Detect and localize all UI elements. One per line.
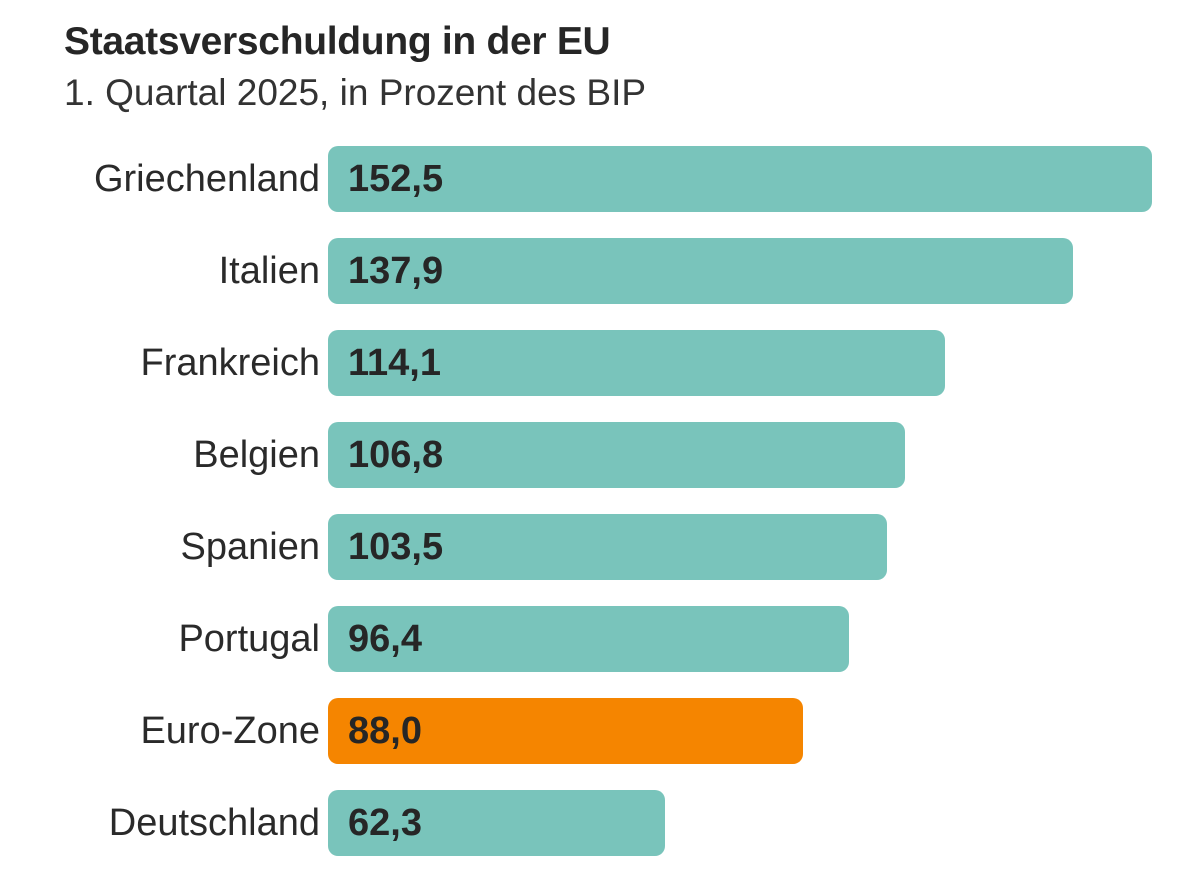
bar [328,146,1152,212]
chart-subtitle: 1. Quartal 2025, in Prozent des BIP [64,72,647,113]
category-label: Portugal [178,618,320,660]
category-label: Deutschland [108,802,320,844]
value-label: 88,0 [348,710,422,752]
value-label: 62,3 [348,802,422,844]
bar-row: Portugal 96,4 [0,606,1200,672]
value-label: 114,1 [348,342,441,384]
bar [328,790,665,856]
category-label: Italien [218,250,320,292]
value-label: 152,5 [348,158,444,200]
category-label: Griechenland [93,158,320,200]
value-label: 106,8 [348,434,444,476]
category-label: Frankreich [140,342,321,384]
bar [328,698,804,764]
bar [328,238,1074,304]
bar-row: Griechenland 152,5 [0,146,1200,212]
category-label: Spanien [180,526,320,568]
bar-row: Frankreich 114,1 [0,330,1200,396]
category-label: Belgien [193,434,320,476]
bar-row: Spanien 103,5 [0,514,1200,580]
category-label: Euro-Zone [140,710,320,752]
value-label: 96,4 [348,618,422,660]
bar-row: Italien 137,9 [0,238,1200,304]
bar-row: Belgien 106,8 [0,422,1200,488]
value-label: 137,9 [348,250,444,292]
bar [328,606,849,672]
value-label: 103,5 [348,526,444,568]
bar [328,514,888,580]
bar-row: Euro-Zone 88,0 [0,698,1200,764]
bar [328,422,906,488]
bar-row: Deutschland 62,3 [0,790,1200,856]
chart-title: Staatsverschuldung in der EU [64,20,611,63]
bar [328,330,945,396]
